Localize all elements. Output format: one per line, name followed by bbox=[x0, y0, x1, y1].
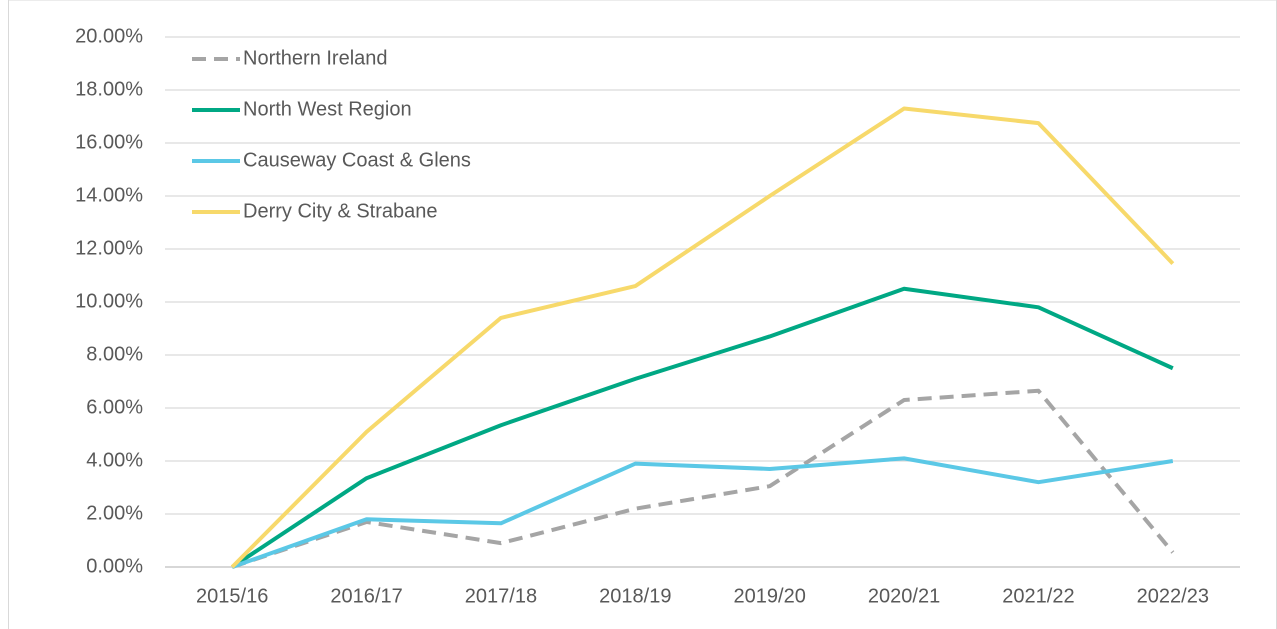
y-tick-label: 14.00% bbox=[75, 184, 143, 206]
x-tick-label: 2021/22 bbox=[1002, 585, 1074, 607]
y-tick-label: 16.00% bbox=[75, 131, 143, 153]
x-tick-label: 2019/20 bbox=[734, 585, 806, 607]
y-tick-label: 0.00% bbox=[86, 555, 143, 577]
legend-label: North West Region bbox=[243, 98, 412, 120]
y-tick-label: 4.00% bbox=[86, 449, 143, 471]
y-tick-label: 20.00% bbox=[75, 25, 143, 47]
x-tick-label: 2020/21 bbox=[868, 585, 940, 607]
series-line bbox=[231, 456, 1174, 569]
series-line bbox=[230, 106, 1175, 569]
y-tick-label: 6.00% bbox=[86, 396, 143, 418]
x-tick-label: 2018/19 bbox=[599, 585, 671, 607]
x-tick-label: 2017/18 bbox=[465, 585, 537, 607]
y-tick-label: 10.00% bbox=[75, 290, 143, 312]
series-line bbox=[231, 286, 1174, 569]
x-tick-label: 2022/23 bbox=[1137, 585, 1209, 607]
x-tick-label: 2016/17 bbox=[330, 585, 402, 607]
legend-label: Northern Ireland bbox=[243, 47, 388, 69]
legend-label: Causeway Coast & Glens bbox=[243, 149, 471, 171]
y-tick-label: 8.00% bbox=[86, 343, 143, 365]
y-tick-label: 2.00% bbox=[86, 502, 143, 524]
legend-label: Derry City & Strabane bbox=[243, 200, 438, 222]
y-tick-label: 12.00% bbox=[75, 237, 143, 259]
chart-frame bbox=[8, 0, 1277, 629]
x-tick-label: 2015/16 bbox=[196, 585, 268, 607]
y-tick-label: 18.00% bbox=[75, 78, 143, 100]
series-line bbox=[231, 388, 1175, 569]
